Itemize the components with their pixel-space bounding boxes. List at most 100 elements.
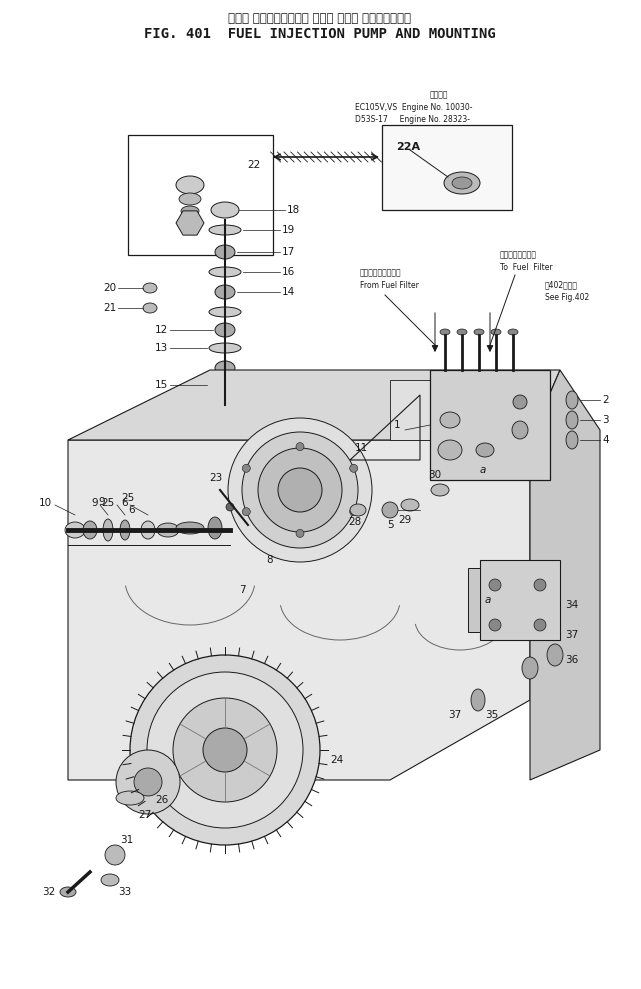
Text: a: a — [485, 595, 491, 605]
Ellipse shape — [566, 411, 578, 429]
Ellipse shape — [65, 522, 85, 538]
Text: From Fuel Filter: From Fuel Filter — [360, 281, 419, 290]
Text: 20: 20 — [103, 283, 116, 293]
Ellipse shape — [508, 329, 518, 335]
Text: 13: 13 — [154, 343, 168, 353]
Text: 36: 36 — [565, 655, 578, 665]
Ellipse shape — [474, 329, 484, 335]
Ellipse shape — [141, 521, 155, 539]
Circle shape — [296, 529, 304, 537]
Ellipse shape — [179, 193, 201, 205]
Polygon shape — [68, 440, 530, 780]
Text: 6: 6 — [128, 505, 135, 515]
Ellipse shape — [209, 380, 241, 390]
Ellipse shape — [350, 504, 366, 516]
Ellipse shape — [513, 395, 527, 409]
Polygon shape — [68, 370, 560, 440]
Ellipse shape — [60, 887, 76, 897]
Ellipse shape — [215, 285, 235, 299]
Text: 28: 28 — [348, 517, 362, 527]
Text: 3: 3 — [602, 415, 608, 425]
Ellipse shape — [211, 202, 239, 218]
Bar — [480, 560, 560, 640]
Text: 31: 31 — [120, 835, 133, 845]
Ellipse shape — [103, 519, 113, 541]
Text: 32: 32 — [42, 887, 55, 897]
Text: フェルフィルタから: フェルフィルタから — [360, 268, 402, 278]
Circle shape — [226, 503, 234, 511]
Polygon shape — [390, 380, 530, 440]
Text: 10: 10 — [39, 498, 52, 508]
Circle shape — [173, 698, 277, 802]
Circle shape — [116, 750, 180, 814]
Ellipse shape — [457, 329, 467, 335]
Ellipse shape — [116, 791, 144, 805]
Circle shape — [242, 432, 358, 548]
Ellipse shape — [491, 329, 501, 335]
Circle shape — [382, 502, 398, 518]
Circle shape — [134, 768, 162, 796]
Ellipse shape — [401, 499, 419, 511]
Ellipse shape — [83, 521, 97, 539]
Ellipse shape — [452, 177, 472, 189]
Ellipse shape — [476, 443, 494, 457]
Circle shape — [258, 448, 342, 532]
Circle shape — [534, 619, 546, 631]
Ellipse shape — [522, 657, 538, 679]
Text: 27: 27 — [138, 810, 151, 820]
Text: 37: 37 — [448, 710, 462, 720]
Text: 12: 12 — [154, 325, 168, 335]
Ellipse shape — [209, 267, 241, 277]
Ellipse shape — [143, 303, 157, 313]
Text: 30: 30 — [428, 470, 442, 480]
Text: 34: 34 — [565, 600, 578, 610]
Ellipse shape — [438, 440, 462, 460]
Ellipse shape — [444, 172, 480, 194]
Circle shape — [147, 672, 303, 828]
Text: 第402図参照: 第402図参照 — [545, 281, 578, 290]
Text: To  Fuel  Filter: To Fuel Filter — [500, 262, 553, 272]
Ellipse shape — [120, 520, 130, 540]
Bar — [382, 125, 512, 210]
Ellipse shape — [440, 329, 450, 335]
Text: 1: 1 — [394, 420, 400, 430]
Ellipse shape — [566, 391, 578, 409]
Text: フェル インジェクション ポンプ および マウンティング: フェル インジェクション ポンプ および マウンティング — [228, 12, 412, 25]
Ellipse shape — [215, 245, 235, 259]
Circle shape — [278, 468, 322, 512]
Text: 18: 18 — [287, 205, 300, 215]
Text: 22A: 22A — [396, 142, 420, 152]
Text: 29: 29 — [398, 515, 412, 525]
Circle shape — [203, 728, 247, 772]
Ellipse shape — [209, 225, 241, 235]
Circle shape — [350, 507, 358, 515]
Text: 9: 9 — [98, 497, 105, 507]
Text: 5: 5 — [387, 520, 394, 530]
Ellipse shape — [209, 307, 241, 317]
Text: 6: 6 — [121, 498, 128, 508]
Ellipse shape — [181, 206, 199, 216]
Circle shape — [489, 619, 501, 631]
Ellipse shape — [176, 176, 204, 194]
Ellipse shape — [208, 517, 222, 539]
Circle shape — [130, 655, 320, 845]
Text: D53S-17     Engine No. 28323-: D53S-17 Engine No. 28323- — [355, 116, 470, 125]
Polygon shape — [176, 211, 204, 235]
Text: 25: 25 — [122, 493, 135, 503]
Bar — [128, 135, 273, 255]
Circle shape — [105, 845, 125, 865]
Ellipse shape — [566, 431, 578, 449]
Circle shape — [296, 443, 304, 451]
Polygon shape — [530, 370, 600, 780]
Text: 19: 19 — [282, 225, 296, 235]
Text: 11: 11 — [355, 443, 368, 453]
Text: 37: 37 — [565, 630, 578, 640]
Ellipse shape — [176, 522, 204, 534]
Circle shape — [242, 464, 250, 473]
Text: 22: 22 — [247, 160, 260, 170]
Text: フェルフィルタへ: フェルフィルタへ — [500, 250, 537, 259]
Text: See Fig.402: See Fig.402 — [545, 293, 589, 302]
Text: 8: 8 — [267, 555, 273, 565]
Text: 4: 4 — [602, 435, 608, 445]
Ellipse shape — [547, 644, 563, 666]
